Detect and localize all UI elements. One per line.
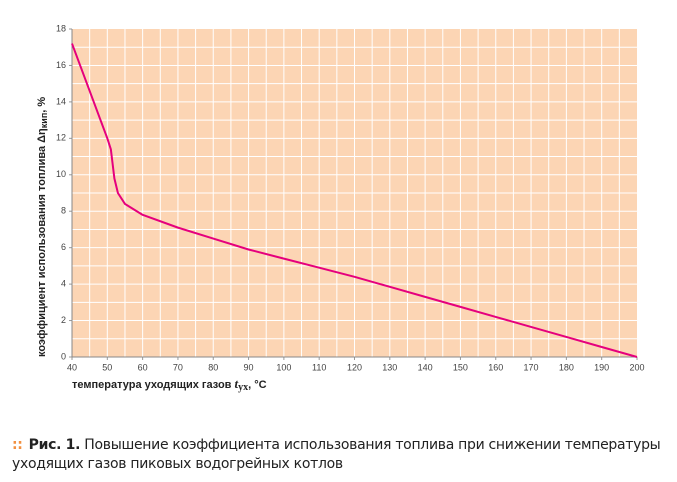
x-tick-label: 40 bbox=[67, 362, 77, 372]
caption-icon: :: bbox=[12, 437, 23, 453]
x-tick-label: 190 bbox=[594, 362, 609, 372]
x-tick-label: 130 bbox=[382, 362, 397, 372]
x-tick-label: 110 bbox=[312, 362, 326, 372]
x-label-end: , °C bbox=[248, 379, 267, 391]
y-tick-label: 2 bbox=[61, 315, 66, 325]
y-tick-label: 14 bbox=[56, 96, 66, 106]
y-tick-label: 6 bbox=[61, 242, 66, 252]
caption-text: Повышение коэффициента использования топ… bbox=[12, 437, 661, 472]
y-tick-label: 16 bbox=[56, 60, 66, 70]
y-tick-label: 18 bbox=[56, 23, 66, 33]
line-series bbox=[71, 43, 638, 358]
x-tick-label: 150 bbox=[453, 362, 468, 372]
x-tick-label: 120 bbox=[347, 362, 362, 372]
x-tick-label: 50 bbox=[102, 362, 112, 372]
x-tick-label: 170 bbox=[524, 362, 539, 372]
y-tick-label: 12 bbox=[56, 133, 66, 143]
x-tick-label: 70 bbox=[173, 362, 183, 372]
x-axis-label: температура уходящих газов tух, °C bbox=[72, 376, 267, 393]
caption: :: Рис. 1. Повышение коэффициента использ… bbox=[12, 436, 662, 474]
y-tick-label: 4 bbox=[61, 278, 66, 288]
x-tick-label: 200 bbox=[629, 362, 644, 372]
x-label-sub: ух bbox=[238, 382, 248, 393]
caption-label: Рис. 1. bbox=[28, 437, 81, 453]
x-label-var: t bbox=[234, 376, 238, 391]
y-tick-label: 8 bbox=[61, 206, 66, 216]
x-tick-label: 60 bbox=[138, 362, 148, 372]
y-label-sub: кип bbox=[39, 113, 49, 128]
x-tick-label: 80 bbox=[208, 362, 218, 372]
x-tick-label: 90 bbox=[244, 362, 254, 372]
y-axis-label: коэффициент использования топлива Δηкип,… bbox=[36, 97, 49, 357]
x-tick-label: 180 bbox=[559, 362, 574, 372]
chart: температура уходящих газов tух, °C коэфф… bbox=[36, 23, 645, 393]
y-tick-label: 10 bbox=[56, 169, 66, 179]
x-tick-label: 140 bbox=[418, 362, 433, 372]
x-tick-label: 160 bbox=[488, 362, 503, 372]
y-label-text: коэффициент использования топлива Δη bbox=[36, 128, 48, 357]
y-tick-label: 0 bbox=[61, 351, 66, 361]
x-label-text: температура уходящих газов bbox=[72, 379, 234, 391]
x-tick-label: 100 bbox=[276, 362, 291, 372]
y-label-end: , % bbox=[36, 97, 48, 113]
